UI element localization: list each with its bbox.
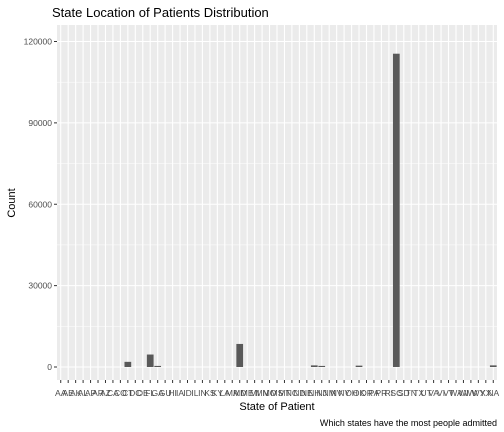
x-tick-label: PR bbox=[376, 388, 388, 398]
x-tick-label: WY bbox=[472, 388, 486, 398]
x-tick-label: AP bbox=[85, 388, 97, 398]
y-tick-label: 60000 bbox=[28, 199, 52, 209]
x-tick-label: NV bbox=[331, 388, 343, 398]
x-tick-label: ME bbox=[241, 388, 254, 398]
x-tick-label: WV bbox=[464, 388, 478, 398]
x-tick-label: VA bbox=[428, 388, 439, 398]
x-tick-label: CO bbox=[114, 388, 127, 398]
x-tick-label: UT bbox=[420, 388, 431, 398]
x-tick-label: OH bbox=[345, 388, 358, 398]
x-tick-label: WA bbox=[449, 388, 463, 398]
x-tick-label: VT bbox=[443, 388, 454, 398]
x-tick-label: MN bbox=[255, 388, 268, 398]
x-tick-label: MO bbox=[263, 388, 277, 398]
bar-NJ bbox=[318, 365, 326, 367]
x-tick-label: CT bbox=[122, 388, 133, 398]
bars bbox=[124, 53, 497, 368]
x-tick-label: KS bbox=[204, 388, 216, 398]
major-gridlines bbox=[57, 25, 497, 380]
y-axis: 0 30000 60000 90000 120000 bbox=[24, 37, 57, 372]
x-tick-label: GA bbox=[152, 388, 165, 398]
x-tick-label: CA bbox=[107, 388, 119, 398]
x-tick-label: NH bbox=[308, 388, 320, 398]
x-tick-label: SC bbox=[390, 388, 402, 398]
y-tick-label: 30000 bbox=[28, 281, 52, 291]
bar-NA bbox=[489, 365, 497, 367]
bar-NH bbox=[310, 365, 318, 367]
x-tick-label: NC bbox=[286, 388, 298, 398]
x-tick-label: XX bbox=[480, 388, 492, 398]
x-tick-label: IN bbox=[198, 388, 207, 398]
x-tick-label: ND bbox=[293, 388, 305, 398]
bar-OK bbox=[355, 365, 363, 367]
bar-MD bbox=[236, 343, 244, 367]
x-tick-label: IA bbox=[176, 388, 184, 398]
bar-SC bbox=[392, 53, 400, 368]
x-tick-label: NJ bbox=[317, 388, 327, 398]
x-tick-label: VI bbox=[437, 388, 445, 398]
x-tick-label: AL bbox=[78, 388, 89, 398]
x-tick-label: PA bbox=[369, 388, 380, 398]
x-tick-label: FL bbox=[145, 388, 155, 398]
x-tick-label: MI bbox=[250, 388, 259, 398]
x-tick-label: TN bbox=[406, 388, 417, 398]
chart-title: State Location of Patients Distribution bbox=[52, 5, 269, 20]
x-axis-label: State of Patient bbox=[239, 401, 314, 413]
x-tick-label: NY bbox=[338, 388, 350, 398]
y-axis-label: Count bbox=[6, 188, 18, 217]
x-tick-label: DE bbox=[137, 388, 149, 398]
x-tick-label: MT bbox=[278, 388, 290, 398]
bar-CT bbox=[124, 361, 132, 367]
x-tick-label: WI bbox=[458, 388, 468, 398]
x-tick-label: KY bbox=[212, 388, 224, 398]
x-tick-label: AE bbox=[63, 388, 75, 398]
x-tick-label: MD bbox=[233, 388, 246, 398]
x-tick-label: ID bbox=[183, 388, 192, 398]
x-tick-label: NA bbox=[487, 388, 499, 398]
x-tick-label: TX bbox=[413, 388, 424, 398]
x-tick-label: NM bbox=[323, 388, 336, 398]
x-tick-label: DC bbox=[129, 388, 141, 398]
x-tick-label: MS bbox=[271, 388, 284, 398]
x-tick-label: LA bbox=[220, 388, 231, 398]
x-tick-label: NE bbox=[301, 388, 313, 398]
bar-GA bbox=[154, 365, 162, 367]
x-tick-label: RI bbox=[385, 388, 394, 398]
y-tick-label: 90000 bbox=[28, 118, 52, 128]
x-tick-label: AZ bbox=[100, 388, 111, 398]
x-tick-label: SD bbox=[398, 388, 410, 398]
x-tick-label: MA bbox=[226, 388, 239, 398]
x-tick-label: OR bbox=[360, 388, 373, 398]
y-tick-label: 120000 bbox=[24, 37, 53, 47]
x-tick-label: AA bbox=[55, 388, 67, 398]
chart-caption: Which states have the most people admitt… bbox=[320, 418, 497, 428]
x-tick-label: AK bbox=[70, 388, 82, 398]
x-tick-label: AR bbox=[92, 388, 104, 398]
x-tick-label: GU bbox=[159, 388, 172, 398]
x-tick-label: HI bbox=[168, 388, 177, 398]
bar-FL bbox=[146, 354, 154, 367]
x-tick-label: IL bbox=[191, 388, 198, 398]
x-tick-label: OK bbox=[353, 388, 366, 398]
y-tick-label: 0 bbox=[47, 362, 52, 372]
